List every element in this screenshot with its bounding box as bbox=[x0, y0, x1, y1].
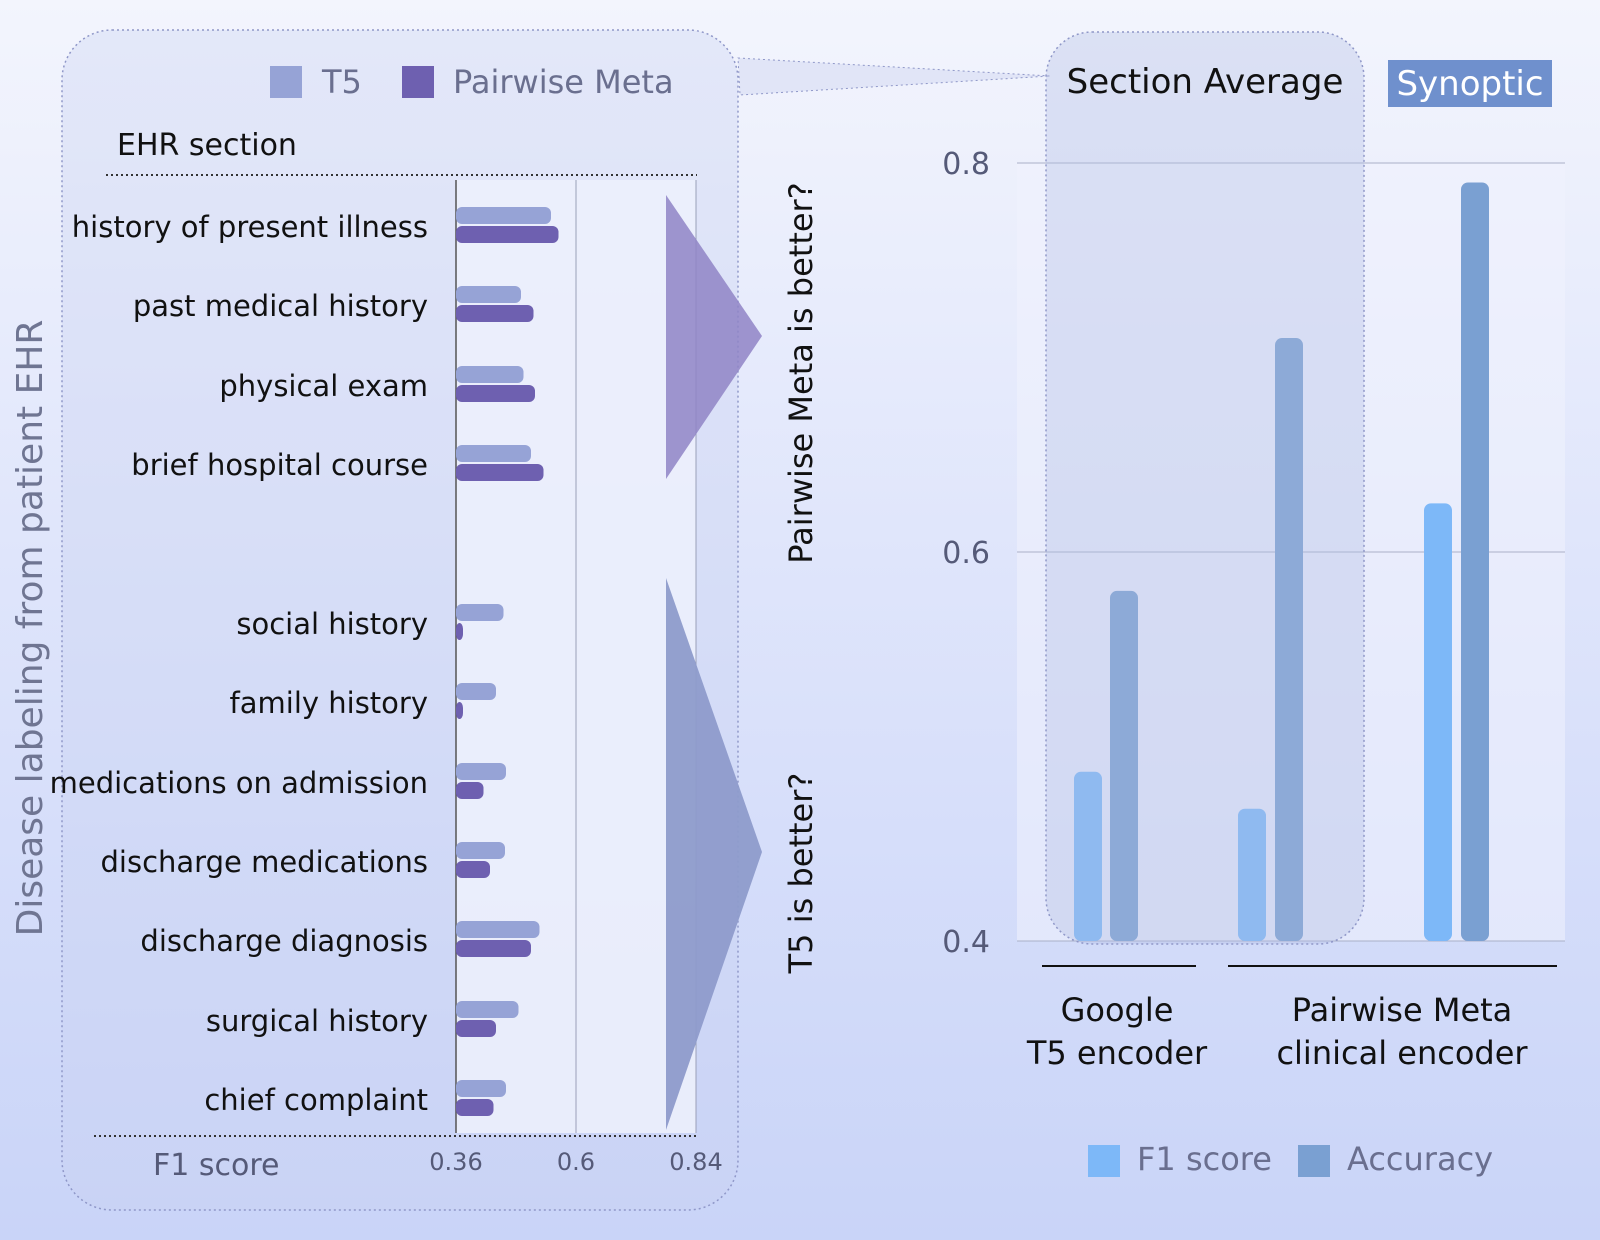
bar-pairwise-meta-past-medical-history bbox=[456, 305, 534, 322]
bar-pairwise-meta-chief-complaint bbox=[456, 1099, 494, 1116]
left-x-axis-label: F1 score bbox=[153, 1148, 280, 1183]
category-label-discharge-diagnosis: discharge diagnosis bbox=[140, 924, 428, 958]
bar-pairwise-meta-history-of-present-illness bbox=[456, 226, 559, 243]
bar-t5-history-of-present-illness bbox=[456, 207, 551, 224]
right-y-tick-label: 0.8 bbox=[942, 147, 990, 182]
left-x-tick-label: 0.6 bbox=[557, 1148, 595, 1176]
bar-pairwise-meta-discharge-diagnosis bbox=[456, 940, 531, 957]
bar-pairwise-meta-physical-exam bbox=[456, 385, 535, 402]
bar-t5-medications-on-admission bbox=[456, 763, 506, 780]
bar-t5-family-history bbox=[456, 683, 496, 700]
legend-label-t5: T5 bbox=[321, 63, 362, 101]
arrow-lower bbox=[666, 578, 762, 1130]
legend-swatch-f1 bbox=[1088, 1145, 1120, 1177]
section-header: EHR section bbox=[117, 128, 297, 163]
category-label-brief-hospital-course: brief hospital course bbox=[131, 448, 428, 482]
bar-pairwise-meta-social-history bbox=[456, 623, 463, 640]
legend-label-accuracy: Accuracy bbox=[1347, 1140, 1493, 1178]
side-label: Disease labeling from patient EHR bbox=[10, 320, 51, 937]
legend-swatch-accuracy bbox=[1298, 1145, 1330, 1177]
section-average-label: Section Average bbox=[1067, 62, 1344, 102]
legend-swatch-t5 bbox=[270, 66, 302, 98]
bar-pairwise-meta-family-history bbox=[456, 702, 463, 719]
right-y-tick-label: 0.6 bbox=[942, 536, 990, 571]
bar-t5-discharge-medications bbox=[456, 842, 505, 859]
bar-pairwise-meta-medications-on-admission bbox=[456, 782, 484, 799]
group-label-t5-line1: Google bbox=[1061, 991, 1174, 1029]
bar-pairwise-meta-discharge-medications bbox=[456, 861, 490, 878]
bar-t5-discharge-diagnosis bbox=[456, 921, 540, 938]
bar-t5-past-medical-history bbox=[456, 286, 521, 303]
bar-f1-score-group-1-2 bbox=[1238, 808, 1266, 941]
bar-f1-score-group-1-4 bbox=[1424, 503, 1452, 941]
bar-t5-surgical-history bbox=[456, 1001, 519, 1018]
bar-accuracy-group-1-5 bbox=[1461, 182, 1489, 941]
category-label-social-history: social history bbox=[236, 607, 428, 641]
right-y-tick-label: 0.4 bbox=[942, 925, 990, 960]
category-label-history-of-present-illness: history of present illness bbox=[72, 210, 428, 244]
synoptic-badge bbox=[1388, 60, 1552, 107]
legend-label-pairwise-meta: Pairwise Meta bbox=[453, 63, 674, 101]
bar-t5-physical-exam bbox=[456, 366, 524, 383]
left-x-tick-label: 0.84 bbox=[669, 1148, 722, 1176]
bar-accuracy-group-0-1 bbox=[1110, 590, 1138, 941]
category-label-medications-on-admission: medications on admission bbox=[50, 766, 428, 800]
group-label-pairwise-line2: clinical encoder bbox=[1276, 1034, 1528, 1072]
section-average-highlight bbox=[1045, 31, 1365, 945]
legend-label-f1: F1 score bbox=[1137, 1140, 1272, 1178]
bar-pairwise-meta-brief-hospital-course bbox=[456, 464, 544, 481]
group-label-t5-line2: T5 encoder bbox=[1026, 1034, 1208, 1072]
annotation-lower: T5 is better? bbox=[782, 773, 820, 975]
category-label-chief-complaint: chief complaint bbox=[204, 1083, 428, 1117]
category-label-surgical-history: surgical history bbox=[206, 1004, 428, 1038]
category-label-discharge-medications: discharge medications bbox=[101, 845, 428, 879]
group-label-pairwise-line1: Pairwise Meta bbox=[1292, 991, 1513, 1029]
callout-connector bbox=[737, 57, 1051, 96]
category-label-past-medical-history: past medical history bbox=[133, 289, 428, 323]
bar-t5-brief-hospital-course bbox=[456, 445, 531, 462]
bar-accuracy-group-1-3 bbox=[1275, 338, 1303, 941]
synoptic-badge-label: Synoptic bbox=[1396, 64, 1543, 104]
bar-pairwise-meta-surgical-history bbox=[456, 1020, 496, 1037]
category-label-family-history: family history bbox=[230, 686, 428, 720]
annotation-upper: Pairwise Meta is better? bbox=[782, 182, 820, 563]
arrow-upper bbox=[666, 195, 762, 479]
left-x-tick-label: 0.36 bbox=[429, 1148, 482, 1176]
bar-t5-social-history bbox=[456, 604, 504, 621]
bar-t5-chief-complaint bbox=[456, 1080, 506, 1097]
bar-f1-score-group-0-0 bbox=[1074, 771, 1102, 941]
legend-swatch-pairwise-meta bbox=[402, 66, 434, 98]
category-label-physical-exam: physical exam bbox=[219, 369, 428, 403]
